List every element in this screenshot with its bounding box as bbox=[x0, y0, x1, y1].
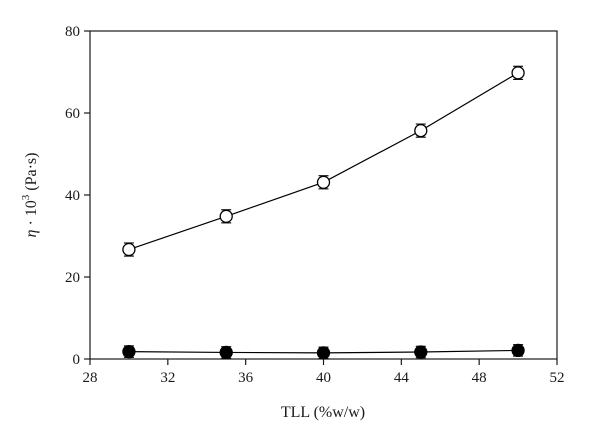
x-tick-label: 52 bbox=[550, 370, 565, 386]
y-axis-label-unit: (Pa·s) bbox=[23, 153, 40, 195]
x-axis-label: TLL (%w/w) bbox=[281, 404, 365, 421]
data-point bbox=[219, 209, 233, 223]
x-tick-label: 40 bbox=[316, 370, 331, 386]
series-layer bbox=[122, 65, 525, 360]
x-tick-label: 48 bbox=[472, 370, 487, 386]
x-tick-label: 32 bbox=[160, 370, 175, 386]
data-point bbox=[414, 123, 428, 138]
y-axis-label: η · 103 (Pa·s) bbox=[20, 153, 40, 238]
series-1 bbox=[122, 65, 525, 257]
y-axis-label-exponent: 3 bbox=[20, 194, 32, 200]
x-axis-ticks: 28 32 36 40 44 48 52 bbox=[83, 359, 565, 386]
data-point bbox=[122, 242, 136, 257]
data-point bbox=[122, 344, 136, 359]
data-point bbox=[316, 346, 331, 360]
x-tick-label: 36 bbox=[238, 370, 254, 386]
data-point bbox=[316, 175, 331, 189]
y-tick-label: 60 bbox=[65, 106, 80, 122]
y-tick-label: 80 bbox=[65, 24, 80, 40]
y-tick-label: 0 bbox=[73, 352, 81, 368]
x-tick-label: 44 bbox=[394, 370, 410, 386]
y-tick-label: 20 bbox=[65, 270, 80, 286]
y-tick-label: 40 bbox=[65, 188, 80, 204]
data-point bbox=[511, 66, 525, 80]
series-line bbox=[128, 72, 519, 251]
series-2 bbox=[122, 343, 525, 360]
x-tick-label: 28 bbox=[83, 370, 98, 386]
data-point bbox=[414, 345, 428, 359]
y-axis-label-symbol: η bbox=[23, 229, 40, 237]
y-axis-ticks: 0 20 40 60 80 bbox=[65, 24, 90, 368]
data-point bbox=[219, 345, 233, 360]
y-axis-label-middle: · 10 bbox=[23, 200, 40, 229]
data-point bbox=[511, 343, 525, 358]
plot-frame bbox=[89, 30, 558, 360]
